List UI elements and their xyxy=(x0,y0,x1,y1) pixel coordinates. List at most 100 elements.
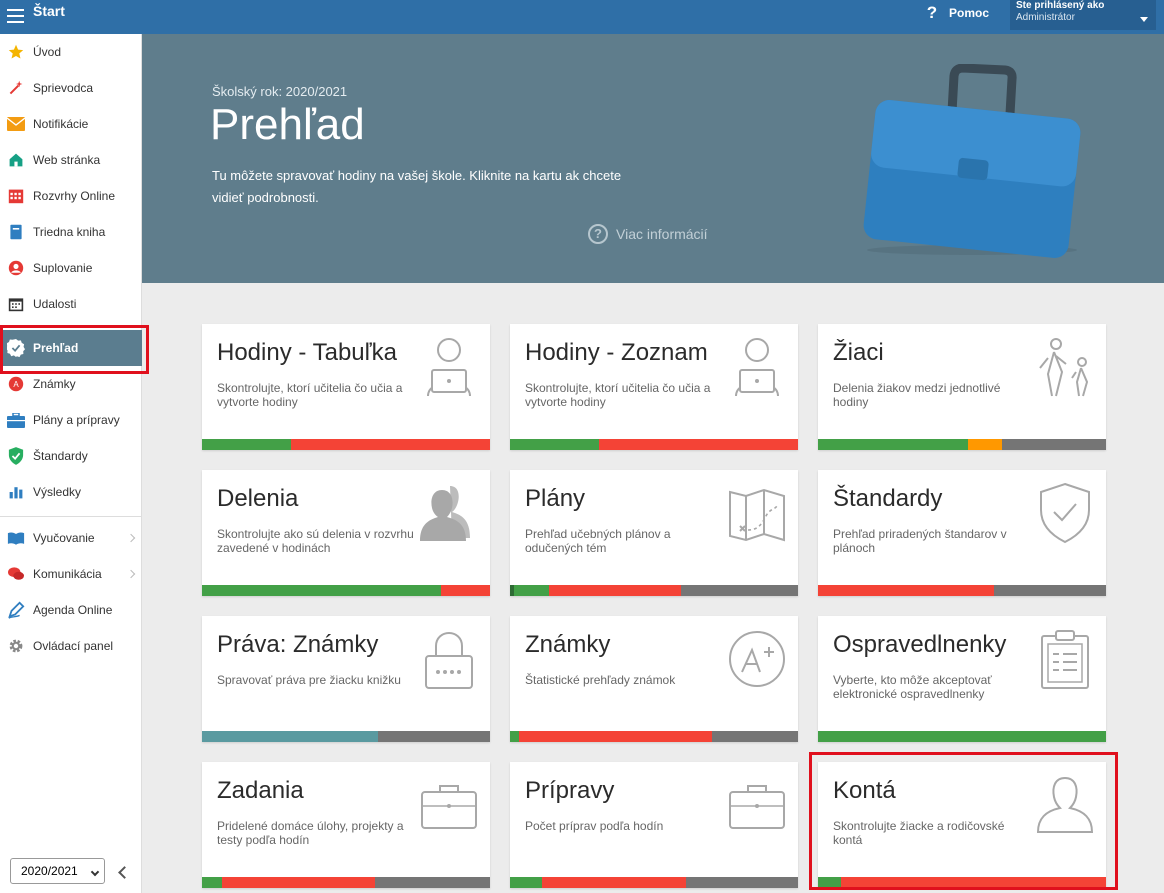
card-description: Prehľad učebných plánov a odučených tém xyxy=(525,527,671,555)
sidebar-item-label: Komunikácia xyxy=(33,567,102,581)
card-description: Pridelené domáce úlohy, projekty a testy… xyxy=(217,819,404,847)
school-year-value: 2020/2021 xyxy=(21,864,78,878)
card-10[interactable]: Zadania Pridelené domáce úlohy, projekty … xyxy=(202,762,490,888)
card-9[interactable]: Ospravedlnenky Vyberte, kto môže akceptov… xyxy=(818,616,1106,742)
card-12[interactable]: Kontá Skontrolujte žiacke a rodičovské ko… xyxy=(818,762,1106,888)
card-title: Štandardy xyxy=(833,485,943,512)
card-5[interactable]: Plány Prehľad učebných plánov a odučených… xyxy=(510,470,798,596)
sidebar-item-3[interactable]: Notifikácie xyxy=(0,106,142,142)
briefcase-outline-icon xyxy=(420,774,478,836)
card-title: Prípravy xyxy=(525,777,615,804)
question-circle-icon: ? xyxy=(588,224,608,244)
sidebar-item-16[interactable]: Agenda Online xyxy=(0,592,142,628)
sidebar-item-17[interactable]: Ovládací panel xyxy=(0,628,142,664)
sidebar-item-12[interactable]: Štandardy xyxy=(0,438,142,474)
sidebar-item-10[interactable]: A Známky xyxy=(0,366,142,402)
progress-segment-green xyxy=(202,877,223,888)
sidebar-item-4[interactable]: Web stránka xyxy=(0,142,142,178)
card-description: Delenia žiakov medzi jednotlivé hodiny xyxy=(833,381,1001,409)
chevron-down-icon xyxy=(90,867,100,877)
progress-segment-green xyxy=(510,731,519,742)
progress-segment-red xyxy=(518,731,712,742)
progress-segment-gray xyxy=(711,731,798,742)
sidebar-item-label: Výsledky xyxy=(33,485,82,499)
sidebar-item-1[interactable]: Úvod xyxy=(0,34,142,70)
person-outline-icon xyxy=(1036,774,1094,836)
page-title: Prehľad xyxy=(210,100,365,149)
sidebar-item-8[interactable]: Udalosti xyxy=(0,286,142,322)
help-button[interactable]: ? Pomoc xyxy=(925,2,989,24)
question-icon: ? xyxy=(926,3,938,22)
padlock-icon xyxy=(420,628,478,690)
card-2[interactable]: Hodiny - Zoznam Skontrolujte, ktorí učite… xyxy=(510,324,798,450)
card-progress-bar xyxy=(510,585,798,596)
progress-segment-red xyxy=(548,585,682,596)
calendar-grid-icon xyxy=(7,187,25,205)
sidebar-item-9[interactable]: Prehľad xyxy=(0,330,142,366)
card-description: Prehľad priradených štandarov v plánoch xyxy=(833,527,1007,555)
sidebar-item-2[interactable]: Sprievodca xyxy=(0,70,142,106)
user-role: Administrátor xyxy=(1016,12,1075,23)
card-11[interactable]: Prípravy Počet príprav podľa hodín xyxy=(510,762,798,888)
notebook-icon xyxy=(7,223,25,241)
card-8[interactable]: Známky Štatistické prehľady známok xyxy=(510,616,798,742)
progress-segment-gray xyxy=(685,877,798,888)
more-info-link[interactable]: ? Viac informácií xyxy=(588,224,708,244)
sidebar-item-5[interactable]: Rozvrhy Online xyxy=(0,178,142,214)
teacher-laptop-icon xyxy=(728,336,786,398)
progress-segment-red xyxy=(291,439,490,450)
help-label: Pomoc xyxy=(949,6,990,20)
sidebar-item-11[interactable]: Plány a prípravy xyxy=(0,402,142,438)
page-description: Tu môžete spravovať hodiny na vašej škol… xyxy=(212,168,622,205)
sidebar-item-label: Vyučovanie xyxy=(33,531,95,545)
card-title: Známky xyxy=(525,631,611,658)
chevron-right-icon xyxy=(126,569,136,579)
progress-segment-gray xyxy=(993,585,1106,596)
sidebar-item-label: Známky xyxy=(33,377,76,391)
a-plus-grade-icon xyxy=(728,628,786,690)
card-title: Delenia xyxy=(217,485,299,512)
app-title[interactable]: Štart xyxy=(33,3,65,19)
card-6[interactable]: Štandardy Prehľad priradených štandarov v… xyxy=(818,470,1106,596)
sidebar-item-15[interactable]: Komunikácia xyxy=(0,556,142,592)
hamburger-menu-icon[interactable] xyxy=(7,9,24,23)
check-badge-icon xyxy=(7,339,25,358)
caret-down-icon xyxy=(1140,17,1148,22)
progress-segment-green xyxy=(202,585,442,596)
progress-segment-red xyxy=(841,877,1106,888)
card-3[interactable]: Žiaci Delenia žiakov medzi jednotlivé hod… xyxy=(818,324,1106,450)
progress-segment-green xyxy=(818,439,968,450)
shield-check-icon xyxy=(7,447,25,465)
card-description: Štatistické prehľady známok xyxy=(525,673,676,687)
card-1[interactable]: Hodiny - Tabuľka Skontrolujte, ktorí učit… xyxy=(202,324,490,450)
card-progress-bar xyxy=(202,439,490,450)
user-menu[interactable]: Ste prihlásený ako Administrátor xyxy=(1010,0,1156,30)
card-description: Spravovať práva pre žiacku knižku xyxy=(217,673,401,687)
sidebar-item-14[interactable]: Vyučovanie xyxy=(0,520,142,556)
progress-segment-green xyxy=(514,585,549,596)
card-4[interactable]: Delenia Skontrolujte ako sú delenia v roz… xyxy=(202,470,490,596)
card-title: Hodiny - Zoznam xyxy=(525,339,708,366)
card-progress-bar xyxy=(818,585,1106,596)
card-description: Skontrolujte, ktorí učitelia čo učia a v… xyxy=(525,381,711,409)
school-year-select[interactable]: 2020/2021 xyxy=(10,858,105,884)
sidebar-item-13[interactable]: Výsledky xyxy=(0,474,142,510)
sidebar-item-6[interactable]: Triedna kniha xyxy=(0,214,142,250)
calendar-icon xyxy=(7,295,25,313)
sidebar-item-7[interactable]: Suplovanie xyxy=(0,250,142,286)
progress-segment-green xyxy=(818,731,1106,742)
house-icon xyxy=(7,151,25,169)
envelope-icon xyxy=(7,115,25,133)
card-progress-bar xyxy=(818,439,1106,450)
progress-segment-red xyxy=(541,877,686,888)
top-bar: Štart ? Pomoc Ste prihlásený ako Adminis… xyxy=(0,0,1164,34)
card-title: Žiaci xyxy=(833,339,884,366)
briefcase-outline-icon xyxy=(728,774,786,836)
bar-chart-icon xyxy=(7,483,25,501)
two-persons-icon xyxy=(420,482,478,544)
card-7[interactable]: Práva: Známky Spravovať práva pre žiacku … xyxy=(202,616,490,742)
treasure-map-icon xyxy=(728,482,786,544)
collapse-sidebar-icon[interactable] xyxy=(118,866,131,879)
progress-segment-gray xyxy=(374,877,490,888)
progress-segment-green xyxy=(510,439,600,450)
